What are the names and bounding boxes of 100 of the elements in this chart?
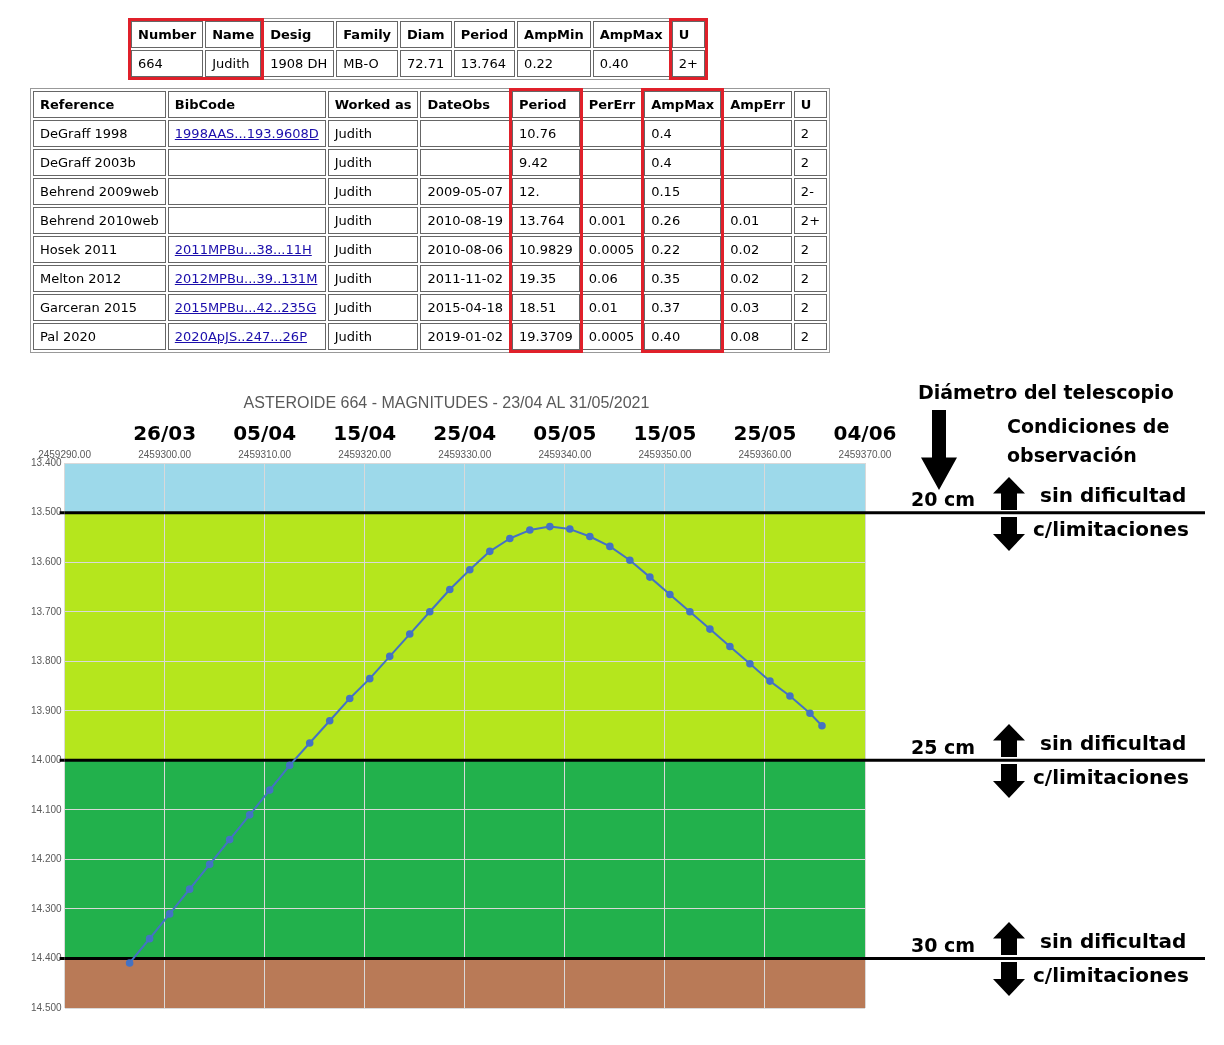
category-label: AmpErr: [723, 91, 792, 118]
text: DeGraff 1998: [40, 126, 128, 141]
text: 0.03: [730, 300, 760, 315]
text: 0.40: [599, 56, 629, 71]
text: 0.0005: [588, 329, 635, 344]
text: sin dificultad: [1040, 730, 1187, 755]
category-label: Family: [336, 21, 399, 48]
text: 2011-11-02: [427, 271, 503, 286]
text: 2015-04-18: [427, 300, 503, 315]
text: 2+: [678, 56, 698, 71]
x-tick-label: 2459310.00: [238, 448, 292, 460]
text: c/limitaciones: [1033, 516, 1189, 541]
text: Behrend 2009web: [40, 184, 159, 199]
text: sin dificultad: [1040, 928, 1187, 953]
text: DeGraff 2003b: [40, 155, 136, 170]
text: sin dificultad: [1040, 482, 1187, 507]
category-label: Name: [205, 21, 262, 48]
y-tick-label: 13.700: [30, 605, 63, 617]
y-tick-label: 14.200: [30, 853, 63, 865]
category-label: DateObs: [420, 91, 510, 118]
text: MB-O: [343, 56, 379, 71]
y-tick-label: 13.500: [30, 506, 63, 518]
text: 0.001: [588, 213, 626, 228]
text: 12.: [518, 184, 540, 199]
text: 13.764: [518, 213, 565, 228]
ref-line-label: 20 cm: [911, 488, 976, 511]
text: 0.0005: [588, 242, 635, 257]
text: 2009-05-07: [427, 184, 503, 199]
y-tick-label: 14.100: [30, 803, 63, 815]
text: 0.01: [588, 300, 618, 315]
text: Judith: [212, 56, 250, 71]
text: Garceran 2015: [40, 300, 138, 315]
x2-tick-label: 05/05: [533, 421, 597, 446]
chart-title: ASTEROIDE 664 - MAGNITUDES - 23/04 AL 31/05/2021: [243, 394, 650, 412]
text: Hosek 2011: [40, 242, 118, 257]
text: 2: [800, 126, 810, 141]
category-label: AmpMin: [517, 21, 591, 48]
category-label: Period: [511, 91, 580, 118]
text: 18.51: [518, 300, 557, 315]
text: 0.22: [651, 242, 681, 257]
y-tick-label: 14.500: [30, 1001, 63, 1013]
y-tick-label: 13.900: [30, 704, 63, 716]
category-label: Worked as: [327, 91, 419, 118]
text: 0.37: [651, 300, 681, 315]
y-tick-label: 14.400: [30, 952, 63, 964]
text: 0.15: [651, 184, 681, 199]
y-tick-label: 14.000: [30, 754, 63, 766]
category-label: Number: [131, 21, 204, 48]
text: 2: [800, 329, 810, 344]
text: 10.76: [518, 126, 557, 141]
text: 0.22: [524, 56, 554, 71]
y-tick-label: 14.300: [30, 902, 63, 914]
x2-tick-label: 25/05: [733, 421, 797, 446]
text: Judith: [334, 329, 373, 344]
text: Pal 2020: [40, 329, 97, 344]
category-label: U: [793, 91, 828, 118]
category-label: AmpMax: [644, 91, 722, 118]
y-tick-label: 13.800: [30, 655, 63, 667]
text: c/limitaciones: [1033, 962, 1189, 987]
text: 19.3709: [518, 329, 573, 344]
text: 2010-08-19: [427, 213, 503, 228]
x-tick-label: 2459340.00: [538, 448, 592, 460]
category-label: Diam: [400, 21, 452, 48]
text: 0.35: [651, 271, 681, 286]
x-tick-label: 2459370.00: [838, 448, 892, 460]
text: 0.01: [730, 213, 760, 228]
text: 13.764: [460, 56, 507, 71]
text: 2: [800, 271, 810, 286]
text: Judith: [334, 271, 373, 286]
x2-tick-label: 26/03: [133, 421, 197, 446]
text: 2020ApJS..247...26P: [174, 329, 307, 344]
x-tick-label: 2459300.00: [138, 448, 192, 460]
category-label: BibCode: [167, 91, 326, 118]
text: Melton 2012: [40, 271, 122, 286]
x-tick-label: 2459320.00: [338, 448, 392, 460]
text: Behrend 2010web: [40, 213, 159, 228]
text: 2019-01-02: [427, 329, 503, 344]
text: 0.06: [588, 271, 618, 286]
x-tick-label: 2459330.00: [438, 448, 492, 460]
x2-tick-label: 25/04: [433, 421, 497, 446]
ref-line-label: 25 cm: [911, 735, 976, 758]
text: Condiciones de observación: [1007, 414, 1171, 468]
text: 2012MPBu...39..131M: [174, 271, 318, 286]
x2-tick-label: 15/04: [333, 421, 397, 446]
text: 2-: [800, 184, 814, 199]
text: 0.08: [730, 329, 760, 344]
text: 72.71: [407, 56, 445, 71]
category-label: PerErr: [581, 91, 643, 118]
text: 0.4: [651, 155, 672, 170]
text: Judith: [334, 155, 373, 170]
category-label: Desig: [263, 21, 335, 48]
text: 2015MPBu...42..235G: [174, 300, 317, 315]
ref-line-label: 30 cm: [911, 933, 976, 956]
text: 2: [800, 155, 810, 170]
text: Judith: [334, 126, 373, 141]
text: Judith: [334, 213, 373, 228]
text: Judith: [334, 184, 373, 199]
text: 2010-08-06: [427, 242, 503, 257]
text: 1908 DH: [270, 56, 328, 71]
x-tick-label: 2459360.00: [738, 448, 792, 460]
